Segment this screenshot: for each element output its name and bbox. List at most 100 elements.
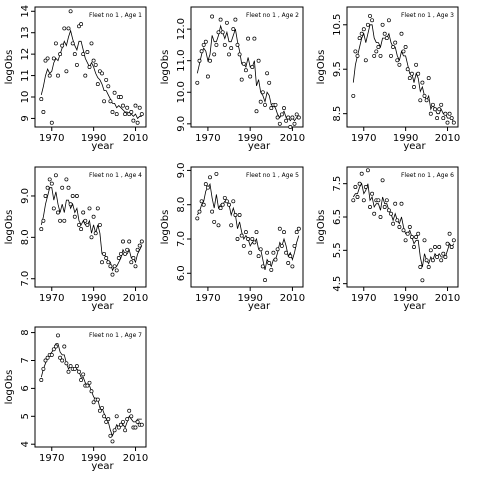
observation-point — [114, 414, 119, 419]
observation-point — [395, 218, 400, 223]
observation-point — [39, 378, 44, 382]
x-axis-label: year — [248, 141, 271, 152]
observation-point — [74, 364, 79, 369]
observation-point — [216, 30, 221, 35]
observation-point — [45, 185, 50, 190]
observation-point — [79, 227, 84, 232]
observation-point — [49, 181, 54, 186]
observation-point — [370, 18, 375, 23]
plot-frame — [190, 166, 304, 288]
observation-point — [256, 58, 261, 63]
observation-point — [108, 99, 113, 104]
observation-point — [56, 333, 60, 338]
fitted-line — [352, 182, 455, 268]
observation-point — [112, 264, 117, 269]
observation-point — [277, 121, 282, 126]
observation-point — [277, 226, 282, 231]
observation-point — [384, 198, 389, 203]
panel-title: Fleet no 1 , Age 3 — [401, 12, 454, 19]
observation-point — [112, 428, 117, 433]
y-tick-label: 6.0 — [176, 265, 187, 281]
observation-point — [133, 264, 138, 269]
observation-point — [218, 17, 223, 22]
observation-point — [222, 195, 227, 200]
observation-point — [284, 250, 289, 255]
observation-point — [382, 205, 387, 209]
plot-frame — [34, 166, 147, 288]
observation-point — [416, 71, 421, 76]
observation-point — [49, 120, 54, 125]
observation-point — [260, 264, 265, 269]
observation-point — [100, 405, 104, 410]
observation-point — [372, 211, 377, 216]
observation-point — [267, 261, 272, 265]
observation-point — [45, 56, 50, 61]
x-tick-label: 1970 — [351, 133, 376, 144]
observation-point — [43, 194, 48, 198]
observation-point — [426, 265, 431, 269]
y-tick-label: 5.5 — [332, 242, 343, 258]
observation-point — [93, 62, 98, 67]
observation-point — [68, 202, 73, 207]
observation-point — [433, 107, 437, 112]
observation-point — [414, 235, 419, 239]
y-tick-label: 9.0 — [176, 116, 187, 132]
observation-point — [243, 68, 248, 73]
observation-point — [218, 206, 223, 211]
observation-point — [265, 71, 270, 76]
observation-point — [212, 52, 217, 57]
observation-point — [351, 198, 356, 203]
observation-point — [407, 76, 412, 81]
observation-point — [407, 225, 412, 229]
observation-point — [41, 366, 46, 371]
y-tick-label: 10 — [20, 91, 31, 104]
observation-point — [414, 62, 419, 67]
observation-point — [91, 58, 96, 63]
observation-point — [361, 198, 366, 203]
observation-point — [51, 56, 56, 61]
observation-point — [220, 202, 225, 207]
x-tick-label: 1970 — [195, 133, 220, 144]
observation-point — [357, 36, 362, 41]
observation-point — [231, 199, 236, 204]
observation-point — [433, 245, 437, 249]
observation-point — [110, 110, 115, 114]
observation-point — [229, 46, 234, 51]
observation-point — [451, 120, 456, 125]
observation-point — [41, 110, 46, 114]
observation-point — [378, 215, 383, 219]
y-tick-label: 12 — [20, 48, 31, 61]
observation-point — [384, 36, 389, 41]
observation-point — [135, 120, 140, 125]
observation-point — [123, 112, 128, 117]
y-tick-label: 4 — [20, 441, 31, 447]
observation-point — [363, 185, 368, 189]
observation-point — [118, 95, 123, 99]
observation-point — [47, 177, 52, 182]
observation-point — [60, 358, 65, 363]
observation-point — [290, 115, 295, 120]
observation-point — [246, 237, 251, 241]
observation-point — [263, 102, 267, 107]
observation-point — [205, 185, 210, 190]
observation-point — [106, 417, 111, 422]
observation-point — [296, 115, 301, 120]
observation-point — [239, 233, 244, 238]
y-tick-label: 5 — [20, 413, 31, 419]
observation-point — [68, 364, 73, 369]
observation-point — [100, 260, 104, 265]
observation-point — [64, 361, 69, 366]
observation-point — [41, 218, 46, 223]
observation-point — [412, 245, 416, 249]
observation-point — [108, 433, 113, 438]
observation-point — [447, 111, 452, 116]
observation-point — [222, 42, 227, 47]
observation-point — [83, 218, 88, 223]
observation-point — [214, 171, 219, 176]
x-tick-label: 2010 — [280, 293, 305, 304]
observation-point — [368, 13, 372, 18]
observation-point — [116, 425, 121, 430]
plot-frame — [190, 6, 304, 128]
observation-point — [216, 223, 221, 228]
